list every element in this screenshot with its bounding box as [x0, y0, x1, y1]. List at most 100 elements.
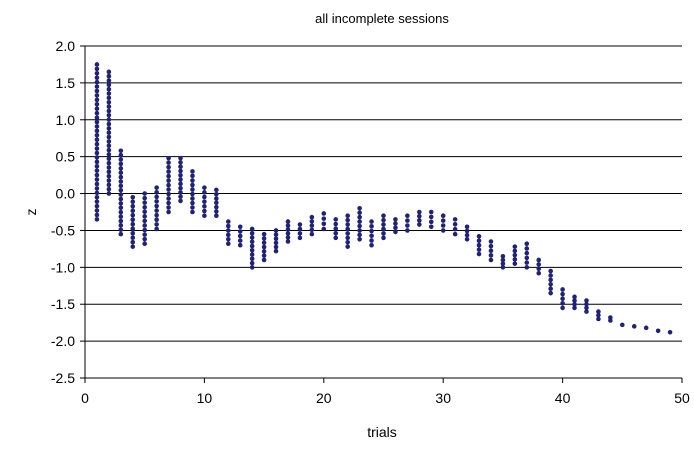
data-point: [154, 203, 159, 209]
data-point: [154, 194, 159, 200]
data-point: [118, 214, 124, 219]
data-point: [345, 244, 350, 249]
data-point: [249, 260, 255, 266]
data-point: [166, 196, 171, 201]
data-point: [285, 231, 291, 236]
data-point: [94, 128, 100, 134]
data-point: [261, 244, 267, 250]
y-tick-label: -1.5: [51, 296, 75, 312]
y-tick-label: -2.0: [51, 333, 75, 349]
data-point: [488, 243, 494, 249]
data-point: [154, 212, 159, 218]
data-point: [512, 257, 518, 262]
data-point: [417, 209, 422, 215]
data-point: [214, 204, 219, 210]
data-point: [190, 209, 195, 215]
data-point: [94, 190, 100, 196]
data-point: [118, 223, 124, 228]
data-point: [476, 251, 482, 257]
data-point: [190, 173, 195, 179]
data-point: [154, 222, 159, 227]
data-point: [381, 231, 386, 236]
data-point: [106, 104, 112, 109]
data-point: [237, 242, 243, 248]
data-point: [249, 235, 255, 240]
data-point: [476, 238, 482, 244]
data-point: [130, 239, 136, 245]
data-point: [345, 217, 350, 223]
data-point: [572, 305, 577, 311]
x-tick-label: 10: [197, 390, 213, 406]
data-point: [106, 191, 112, 196]
data-point: [190, 196, 195, 201]
data-point: [273, 248, 279, 254]
y-tick-label: 0.0: [56, 186, 76, 202]
data-point: [488, 253, 494, 258]
data-point: [548, 290, 553, 296]
data-point: [106, 108, 112, 114]
data-point: [106, 112, 112, 118]
data-point: [381, 213, 386, 218]
data-point: [345, 239, 350, 245]
data-point: [154, 199, 159, 204]
data-point: [309, 231, 315, 237]
data-point: [190, 191, 195, 197]
data-point: [476, 234, 482, 239]
data-point: [381, 217, 386, 223]
data-point: [142, 223, 147, 228]
data-point: [512, 248, 518, 254]
data-point: [190, 182, 195, 188]
data-point: [94, 110, 100, 116]
data-point: [166, 205, 171, 210]
data-point: [560, 296, 565, 301]
data-point: [333, 230, 339, 236]
data-points: [94, 62, 673, 335]
x-tick-label: 40: [555, 390, 571, 406]
data-point: [464, 232, 470, 238]
data-point: [261, 249, 267, 254]
data-point: [643, 325, 649, 331]
data-point: [94, 146, 100, 151]
y-tick-label: 1.0: [56, 112, 76, 128]
data-point: [512, 244, 518, 249]
data-point: [94, 150, 100, 156]
data-point: [94, 172, 100, 178]
data-point: [536, 270, 542, 276]
data-point: [94, 101, 100, 107]
data-point: [464, 228, 470, 234]
data-point: [488, 239, 494, 244]
data-point: [512, 252, 518, 258]
data-point: [202, 185, 207, 190]
data-point: [94, 79, 100, 85]
y-tick-label: -0.5: [51, 222, 75, 238]
data-point: [106, 82, 112, 88]
data-point: [106, 156, 112, 162]
data-point: [273, 232, 279, 237]
data-point: [202, 213, 207, 218]
data-point: [261, 240, 267, 246]
data-point: [94, 106, 100, 112]
data-point: [178, 194, 183, 199]
data-point: [548, 277, 553, 283]
data-point: [118, 174, 124, 180]
data-point: [428, 209, 434, 215]
data-point: [357, 232, 362, 238]
data-point: [345, 226, 350, 232]
data-point: [94, 155, 100, 160]
data-point: [440, 228, 446, 233]
data-point: [166, 155, 171, 161]
data-point: [118, 161, 124, 167]
data-point: [357, 210, 362, 216]
data-point: [249, 239, 255, 245]
data-point: [273, 244, 279, 250]
data-point: [94, 186, 100, 191]
data-point: [190, 200, 195, 206]
data-point: [106, 86, 112, 92]
x-axis-label: trials: [367, 424, 397, 440]
data-point: [572, 294, 577, 300]
data-point: [524, 250, 530, 256]
data-point: [237, 229, 243, 234]
data-point: [118, 196, 124, 202]
data-point: [118, 183, 124, 189]
